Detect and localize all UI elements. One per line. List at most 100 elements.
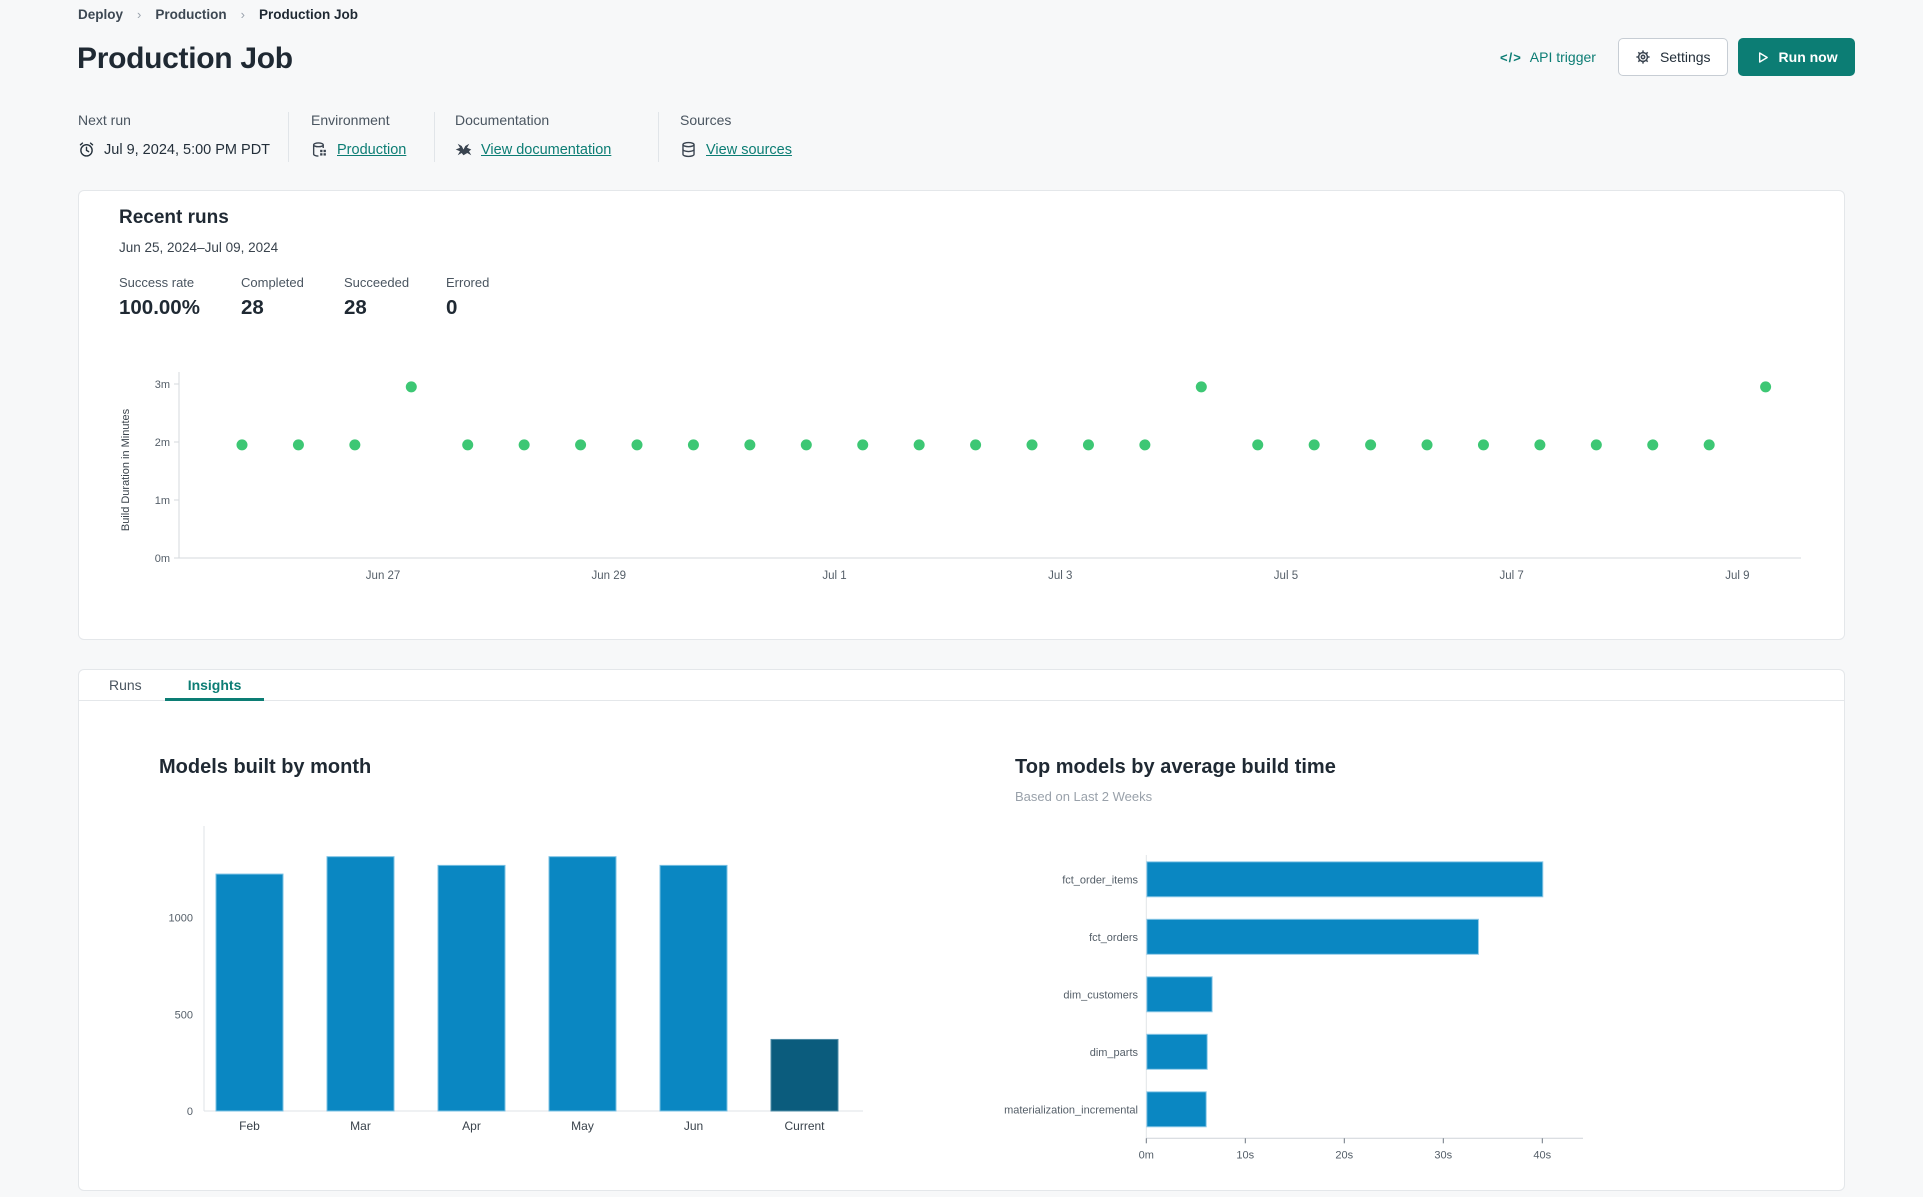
run-duration-dot[interactable] bbox=[1308, 439, 1320, 451]
run-duration-dot[interactable] bbox=[1760, 381, 1772, 393]
api-trigger-link[interactable]: </> API trigger bbox=[1500, 49, 1596, 65]
run-duration-dot[interactable] bbox=[687, 439, 699, 451]
svg-text:Mar: Mar bbox=[350, 1119, 371, 1133]
model-build-time-bar[interactable] bbox=[1146, 861, 1544, 898]
breadcrumb-production[interactable]: Production bbox=[155, 7, 227, 22]
stat-succeeded: Succeeded 28 bbox=[344, 275, 409, 320]
run-duration-dot[interactable] bbox=[575, 439, 587, 451]
svg-text:Feb: Feb bbox=[239, 1119, 260, 1133]
meta-environment: Environment Production bbox=[311, 112, 406, 158]
svg-text:1000: 1000 bbox=[169, 913, 193, 925]
run-duration-dot[interactable] bbox=[857, 439, 869, 451]
model-build-time-bar[interactable] bbox=[1146, 918, 1479, 955]
run-duration-dot[interactable] bbox=[970, 439, 982, 451]
divider bbox=[288, 112, 289, 162]
code-icon: </> bbox=[1500, 49, 1522, 65]
svg-text:0: 0 bbox=[187, 1106, 193, 1118]
run-duration-dot[interactable] bbox=[1421, 439, 1433, 451]
run-duration-dot[interactable] bbox=[744, 439, 756, 451]
run-duration-dot[interactable] bbox=[1252, 439, 1264, 451]
month-bar[interactable] bbox=[770, 1038, 839, 1112]
run-duration-dot[interactable] bbox=[800, 439, 812, 451]
svg-text:3m: 3m bbox=[155, 379, 170, 391]
run-duration-dot[interactable] bbox=[1026, 439, 1038, 451]
run-duration-dot[interactable] bbox=[405, 381, 417, 393]
dbt-logo-icon bbox=[455, 141, 472, 158]
svg-text:0m: 0m bbox=[1139, 1149, 1154, 1161]
svg-text:Jun: Jun bbox=[684, 1119, 703, 1133]
models-built-chart-title: Models built by month bbox=[159, 756, 372, 778]
model-build-time-bar[interactable] bbox=[1146, 1033, 1208, 1070]
stat-label: Success rate bbox=[119, 275, 195, 290]
run-duration-dot[interactable] bbox=[1590, 439, 1602, 451]
svg-text:materialization_incremental: materialization_incremental bbox=[1004, 1104, 1138, 1116]
view-sources-link[interactable]: View sources bbox=[706, 141, 792, 158]
month-bar[interactable] bbox=[326, 856, 395, 1112]
run-duration-dot[interactable] bbox=[631, 439, 643, 451]
meta-next-run: Next run Jul 9, 2024, 5:00 PM PDT bbox=[78, 112, 270, 158]
run-duration-dot[interactable] bbox=[913, 439, 925, 451]
run-duration-dot[interactable] bbox=[462, 439, 474, 451]
run-duration-dot[interactable] bbox=[1082, 439, 1094, 451]
meta-documentation: Documentation View documentation bbox=[455, 112, 611, 158]
month-bar[interactable] bbox=[215, 873, 284, 1112]
stat-value: 28 bbox=[241, 296, 264, 319]
environment-link[interactable]: Production bbox=[337, 141, 407, 158]
svg-text:2m: 2m bbox=[155, 437, 170, 449]
run-duration-dot[interactable] bbox=[1365, 439, 1377, 451]
environment-database-icon bbox=[311, 141, 328, 158]
model-build-time-bar[interactable] bbox=[1146, 976, 1213, 1013]
svg-text:Apr: Apr bbox=[462, 1119, 481, 1133]
run-duration-dot[interactable] bbox=[349, 439, 361, 451]
svg-text:10s: 10s bbox=[1236, 1149, 1254, 1161]
run-duration-dot[interactable] bbox=[1477, 439, 1489, 451]
settings-label: Settings bbox=[1659, 49, 1711, 65]
month-bar[interactable] bbox=[548, 856, 617, 1112]
tab-insights[interactable]: Insights bbox=[164, 670, 265, 701]
recent-runs-card: Recent runs Jun 25, 2024–Jul 09, 2024 Su… bbox=[78, 190, 1845, 640]
svg-text:Jun 29: Jun 29 bbox=[592, 570, 627, 582]
meta-sources: Sources View sources bbox=[680, 112, 792, 158]
breadcrumb-deploy[interactable]: Deploy bbox=[78, 7, 124, 22]
tab-runs-label: Runs bbox=[109, 677, 142, 693]
run-duration-dot[interactable] bbox=[1139, 439, 1151, 451]
run-duration-dot[interactable] bbox=[1195, 381, 1207, 393]
svg-text:dim_customers: dim_customers bbox=[1063, 989, 1138, 1001]
svg-text:Jul 5: Jul 5 bbox=[1274, 570, 1298, 582]
run-duration-dot[interactable] bbox=[236, 439, 248, 451]
header-actions: </> API trigger Settings bbox=[1500, 38, 1855, 76]
settings-button[interactable]: Settings bbox=[1617, 38, 1728, 76]
documentation-label: Documentation bbox=[455, 112, 550, 128]
breadcrumb-production-job: Production Job bbox=[258, 7, 358, 22]
svg-text:Current: Current bbox=[784, 1119, 825, 1133]
run-duration-dot[interactable] bbox=[1534, 439, 1546, 451]
month-bar[interactable] bbox=[659, 864, 728, 1112]
stat-label: Errored bbox=[446, 275, 490, 290]
run-duration-dot[interactable] bbox=[1703, 439, 1715, 451]
sources-label: Sources bbox=[680, 112, 732, 128]
stat-errored: Errored 0 bbox=[446, 275, 489, 320]
svg-text:Jun 27: Jun 27 bbox=[366, 570, 401, 582]
stat-label: Succeeded bbox=[344, 275, 410, 290]
month-bar[interactable] bbox=[437, 864, 506, 1112]
environment-label: Environment bbox=[311, 112, 390, 128]
svg-text:0m: 0m bbox=[155, 553, 170, 565]
top-models-chart-subtitle: Based on Last 2 Weeks bbox=[1015, 789, 1153, 804]
stat-value: 0 bbox=[446, 296, 458, 319]
svg-text:1m: 1m bbox=[155, 495, 170, 507]
tab-runs[interactable]: Runs bbox=[86, 670, 165, 700]
insights-panel: Runs Insights Models built by month Top … bbox=[78, 669, 1845, 1191]
run-now-button[interactable]: Run now bbox=[1737, 38, 1855, 76]
next-run-label: Next run bbox=[78, 112, 131, 128]
svg-text:30s: 30s bbox=[1434, 1149, 1452, 1161]
model-build-time-bar[interactable] bbox=[1146, 1091, 1207, 1128]
svg-text:dim_parts: dim_parts bbox=[1090, 1047, 1139, 1059]
view-documentation-link[interactable]: View documentation bbox=[481, 141, 612, 158]
run-duration-dot[interactable] bbox=[518, 439, 530, 451]
run-duration-dot[interactable] bbox=[1647, 439, 1659, 451]
stat-value: 28 bbox=[344, 296, 367, 319]
run-duration-dot[interactable] bbox=[292, 439, 304, 451]
alarm-clock-icon bbox=[78, 141, 95, 158]
stat-value: 100.00% bbox=[119, 296, 200, 319]
